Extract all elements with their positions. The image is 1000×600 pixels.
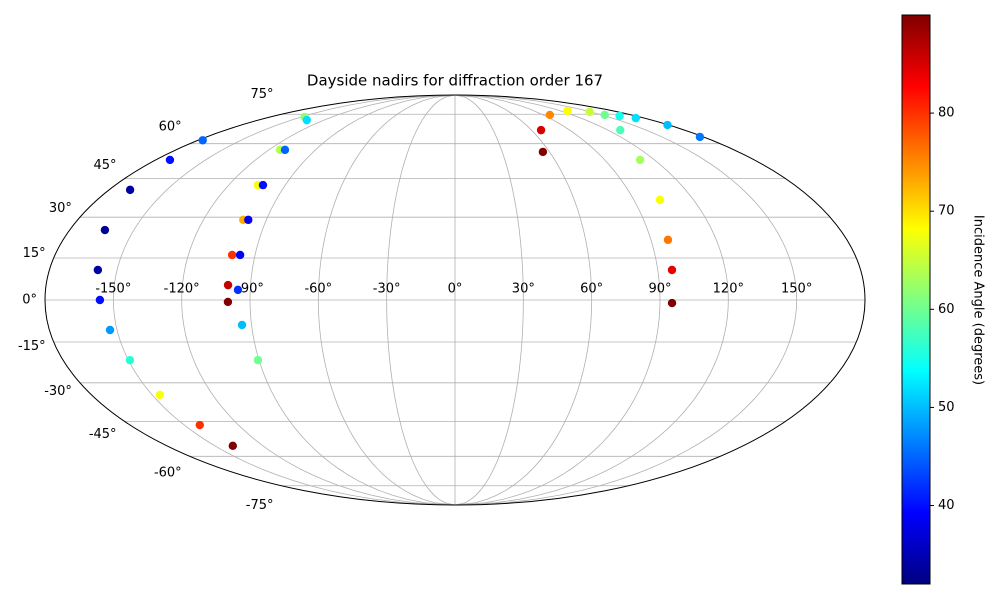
y-tick-label: 45° — [94, 158, 117, 173]
y-tick-label: 30° — [49, 201, 72, 216]
grid-line — [454, 94, 593, 506]
data-point — [253, 355, 263, 365]
y-tick-label: -15° — [18, 339, 46, 354]
x-tick-label: 30° — [512, 282, 535, 297]
tick-labels: -75° -60° -45° -30° -15° 0° 15° 30° 45° 60° 75° -15… — [18, 87, 812, 513]
x-tick-label: 0° — [448, 282, 463, 297]
data-point — [655, 195, 665, 205]
x-tick-label: -90° — [236, 282, 264, 297]
data-point — [95, 295, 105, 305]
x-tick-label: -30° — [373, 282, 401, 297]
data-point — [545, 110, 555, 120]
colorbar-tick-label: 80 — [938, 106, 955, 121]
x-tick-label: 60° — [580, 282, 603, 297]
x-tick-label: 120° — [713, 282, 744, 297]
data-point — [695, 132, 705, 142]
data-point — [237, 320, 247, 330]
points — [93, 106, 705, 451]
data-point — [244, 215, 253, 225]
data-point — [198, 136, 207, 145]
data-point — [233, 285, 243, 295]
data-point — [302, 115, 312, 125]
colorbar-label: Incidence Angle (degrees) — [971, 215, 986, 385]
data-point — [223, 280, 233, 290]
data-point — [100, 225, 110, 235]
y-tick-label: -30° — [44, 384, 72, 399]
x-tick-label: -120° — [164, 282, 200, 297]
data-point — [663, 120, 672, 130]
y-tick-label: 0° — [22, 293, 37, 308]
colorbar-tick-label: 50 — [938, 400, 955, 415]
chart-title: Dayside nadirs for diffraction order 167 — [307, 72, 603, 90]
data-point — [616, 125, 625, 135]
y-tick-label: 15° — [23, 246, 46, 261]
grid-line — [454, 94, 524, 506]
grid-line — [454, 94, 661, 506]
y-tick-label: -45° — [89, 427, 117, 442]
colorbar-tick-label: 60 — [938, 302, 955, 317]
data-point — [667, 298, 677, 308]
x-tick-label: 90° — [648, 282, 671, 297]
data-point — [631, 113, 640, 123]
colorbar-tick-label: 40 — [938, 498, 955, 513]
grid-line — [112, 94, 456, 506]
colorbar-scale — [901, 14, 931, 585]
data-point — [125, 185, 135, 195]
data-point — [536, 125, 546, 135]
data-point — [235, 250, 245, 260]
x-tick-label: -150° — [95, 282, 131, 297]
x-tick-label: -60° — [304, 282, 332, 297]
y-tick-label: 75° — [250, 87, 273, 102]
y-tick-label: 60° — [159, 119, 182, 134]
data-point — [228, 441, 238, 451]
x-tick-label: 150° — [781, 282, 812, 297]
grid-line — [386, 94, 456, 506]
data-point — [663, 235, 673, 245]
grid-line — [317, 94, 456, 506]
data-point — [538, 147, 548, 157]
data-point — [195, 420, 204, 430]
data-point — [585, 107, 594, 117]
data-point — [165, 155, 175, 165]
data-point — [600, 110, 609, 120]
data-point — [258, 180, 268, 190]
grid-line — [249, 94, 456, 506]
data-point — [227, 250, 237, 260]
data-point — [615, 111, 624, 121]
data-point — [105, 325, 115, 335]
data-point — [563, 106, 572, 116]
data-point — [155, 390, 165, 400]
data-point — [93, 265, 103, 275]
y-tick-label: -75° — [246, 498, 274, 513]
grid — [45, 94, 865, 506]
data-point — [223, 297, 233, 307]
data-point — [667, 265, 677, 275]
data-point — [125, 355, 135, 365]
colorbar: 40 50 60 70 80 — [901, 14, 955, 585]
grid-line — [181, 94, 456, 506]
grid-line — [454, 94, 798, 506]
y-tick-label: -60° — [154, 466, 182, 481]
colorbar-tick-label: 70 — [938, 204, 955, 219]
grid-line — [454, 94, 729, 506]
data-point — [280, 145, 290, 155]
map-border — [44, 94, 866, 506]
data-point — [635, 155, 645, 165]
